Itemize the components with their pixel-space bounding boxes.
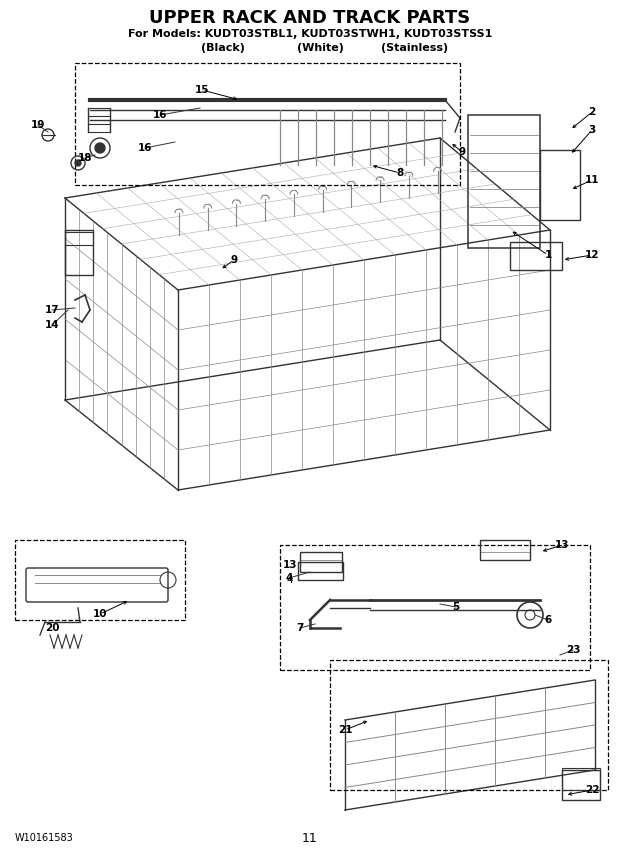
Text: 17: 17	[45, 305, 60, 315]
Text: 9: 9	[458, 147, 466, 157]
Bar	[15, 540, 185, 620]
Text: (White): (White)	[296, 43, 343, 53]
Text: 14: 14	[45, 320, 60, 330]
Circle shape	[75, 160, 81, 166]
Text: 11: 11	[585, 175, 600, 185]
Text: 23: 23	[565, 645, 580, 655]
Bar	[280, 545, 590, 670]
Text: 19: 19	[31, 120, 45, 130]
Bar	[75, 63, 460, 185]
Text: 1: 1	[544, 250, 552, 260]
Text: 11: 11	[302, 831, 318, 845]
Text: 16: 16	[153, 110, 167, 120]
Text: 20: 20	[45, 623, 60, 633]
Text: For Models: KUDT03STBL1, KUDT03STWH1, KUDT03STSS1: For Models: KUDT03STBL1, KUDT03STWH1, KU…	[128, 29, 492, 39]
Text: 13: 13	[283, 560, 297, 570]
Text: 16: 16	[138, 143, 153, 153]
Bar	[298, 562, 343, 580]
Text: 10: 10	[93, 609, 107, 619]
Bar	[510, 242, 562, 270]
Text: UPPER RACK AND TRACK PARTS: UPPER RACK AND TRACK PARTS	[149, 9, 471, 27]
Text: 15: 15	[195, 85, 210, 95]
Text: W10161583: W10161583	[15, 833, 74, 843]
Bar	[562, 770, 600, 800]
Bar	[330, 660, 608, 790]
Bar	[562, 768, 600, 790]
Text: 21: 21	[338, 725, 352, 735]
Text: 13: 13	[555, 540, 569, 550]
Text: 18: 18	[78, 153, 92, 163]
Bar	[480, 540, 530, 560]
Text: 5: 5	[453, 602, 459, 612]
Text: 9: 9	[231, 255, 237, 265]
Text: 4: 4	[286, 575, 293, 585]
Text: 3: 3	[588, 125, 596, 135]
Text: 12: 12	[585, 250, 600, 260]
Text: 8: 8	[396, 168, 404, 178]
Bar	[468, 115, 540, 248]
Text: 7: 7	[296, 623, 304, 633]
Bar	[65, 230, 93, 275]
Text: 6: 6	[544, 615, 552, 625]
Text: 2: 2	[588, 107, 596, 117]
Text: (Black): (Black)	[201, 43, 245, 53]
Bar	[300, 552, 342, 572]
Circle shape	[95, 143, 105, 153]
Text: 22: 22	[585, 785, 600, 795]
Text: 4: 4	[285, 573, 293, 583]
Bar	[540, 150, 580, 220]
Text: (Stainless): (Stainless)	[381, 43, 448, 53]
